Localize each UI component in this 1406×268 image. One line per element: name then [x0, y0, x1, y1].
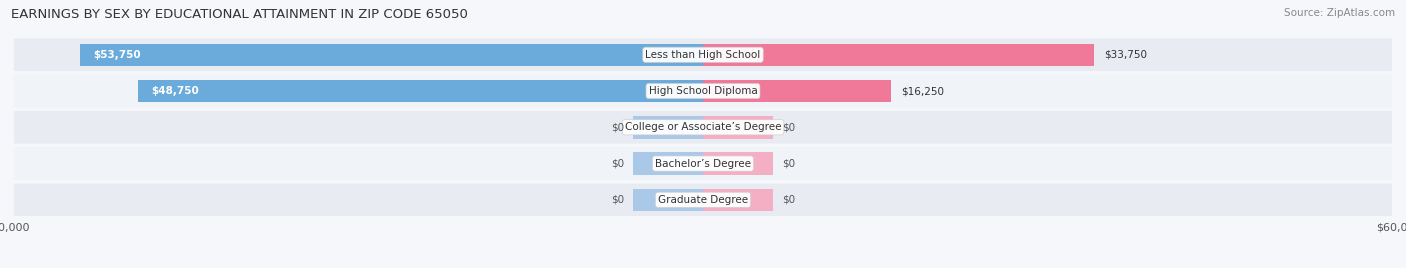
Bar	[80, 43, 703, 66]
Text: $53,750: $53,750	[93, 50, 141, 60]
Bar	[703, 43, 1094, 66]
Text: $0: $0	[782, 122, 794, 132]
Text: Graduate Degree: Graduate Degree	[658, 195, 748, 205]
Text: High School Diploma: High School Diploma	[648, 86, 758, 96]
FancyBboxPatch shape	[14, 184, 1392, 216]
Text: $0: $0	[612, 122, 624, 132]
Text: Source: ZipAtlas.com: Source: ZipAtlas.com	[1284, 8, 1395, 18]
FancyBboxPatch shape	[14, 111, 1392, 144]
FancyBboxPatch shape	[14, 147, 1392, 180]
Text: $0: $0	[612, 195, 624, 205]
Bar	[703, 116, 773, 139]
Bar	[633, 152, 703, 175]
Text: Bachelor’s Degree: Bachelor’s Degree	[655, 159, 751, 169]
Text: College or Associate’s Degree: College or Associate’s Degree	[624, 122, 782, 132]
Text: $0: $0	[612, 159, 624, 169]
Bar	[703, 152, 773, 175]
Text: $48,750: $48,750	[152, 86, 200, 96]
Text: Less than High School: Less than High School	[645, 50, 761, 60]
Text: $0: $0	[782, 195, 794, 205]
Bar	[633, 116, 703, 139]
Text: EARNINGS BY SEX BY EDUCATIONAL ATTAINMENT IN ZIP CODE 65050: EARNINGS BY SEX BY EDUCATIONAL ATTAINMEN…	[11, 8, 468, 21]
Text: $0: $0	[782, 159, 794, 169]
FancyBboxPatch shape	[14, 75, 1392, 107]
Bar	[633, 189, 703, 211]
Bar	[138, 80, 703, 102]
Bar	[703, 189, 773, 211]
Bar	[703, 80, 891, 102]
FancyBboxPatch shape	[14, 39, 1392, 71]
Text: $33,750: $33,750	[1104, 50, 1147, 60]
Text: $16,250: $16,250	[901, 86, 943, 96]
